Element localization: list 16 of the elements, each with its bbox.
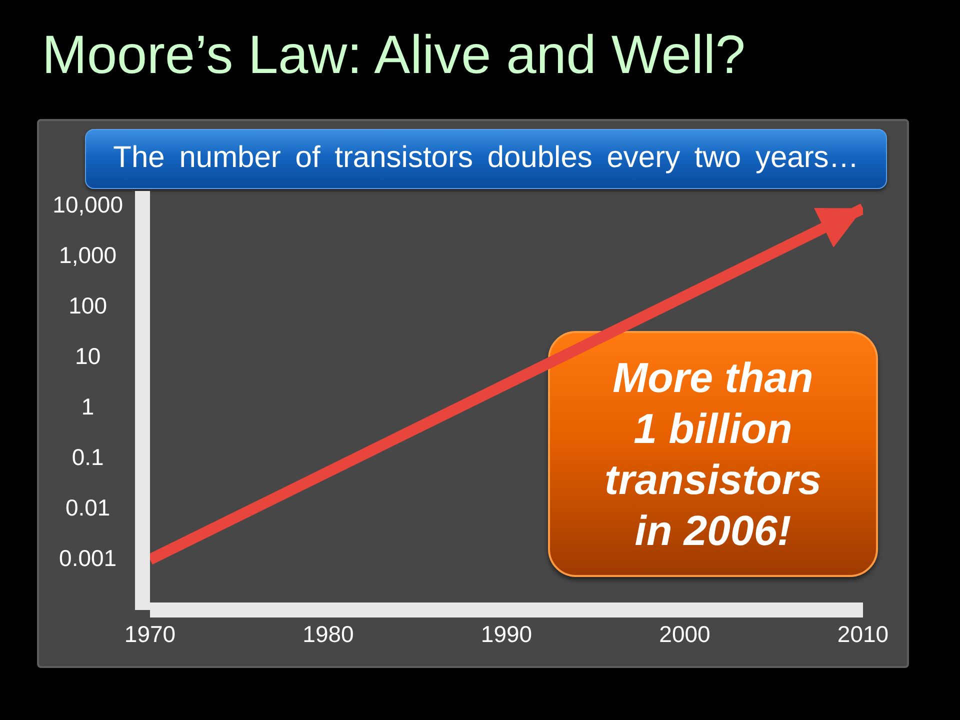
y-tick-label: 10,000 (52, 192, 124, 218)
y-tick-label: 1,000 (59, 242, 117, 268)
y-tick-label: 1 (81, 393, 94, 420)
chart-title: Moore’s Law: Alive and Well? (42, 24, 746, 86)
y-tick-label: 10 (75, 342, 101, 369)
x-tick-label: 2010 (837, 621, 889, 648)
x-tick-label: 1970 (124, 621, 176, 648)
x-tick-label: 1980 (302, 621, 354, 648)
y-tick-label: 0.1 (72, 444, 104, 470)
y-tick-label: 0.01 (65, 494, 110, 520)
x-tick-label: 1990 (480, 621, 532, 648)
y-tick-label: 100 (68, 292, 108, 318)
y-tick-label: 0.001 (59, 544, 117, 571)
x-tick-label: 2000 (659, 621, 710, 648)
chart-subtitle: The number of transistors doubles every two years… (85, 129, 887, 189)
annotation: More than 1 billion transistors in 2006! (604, 353, 822, 556)
